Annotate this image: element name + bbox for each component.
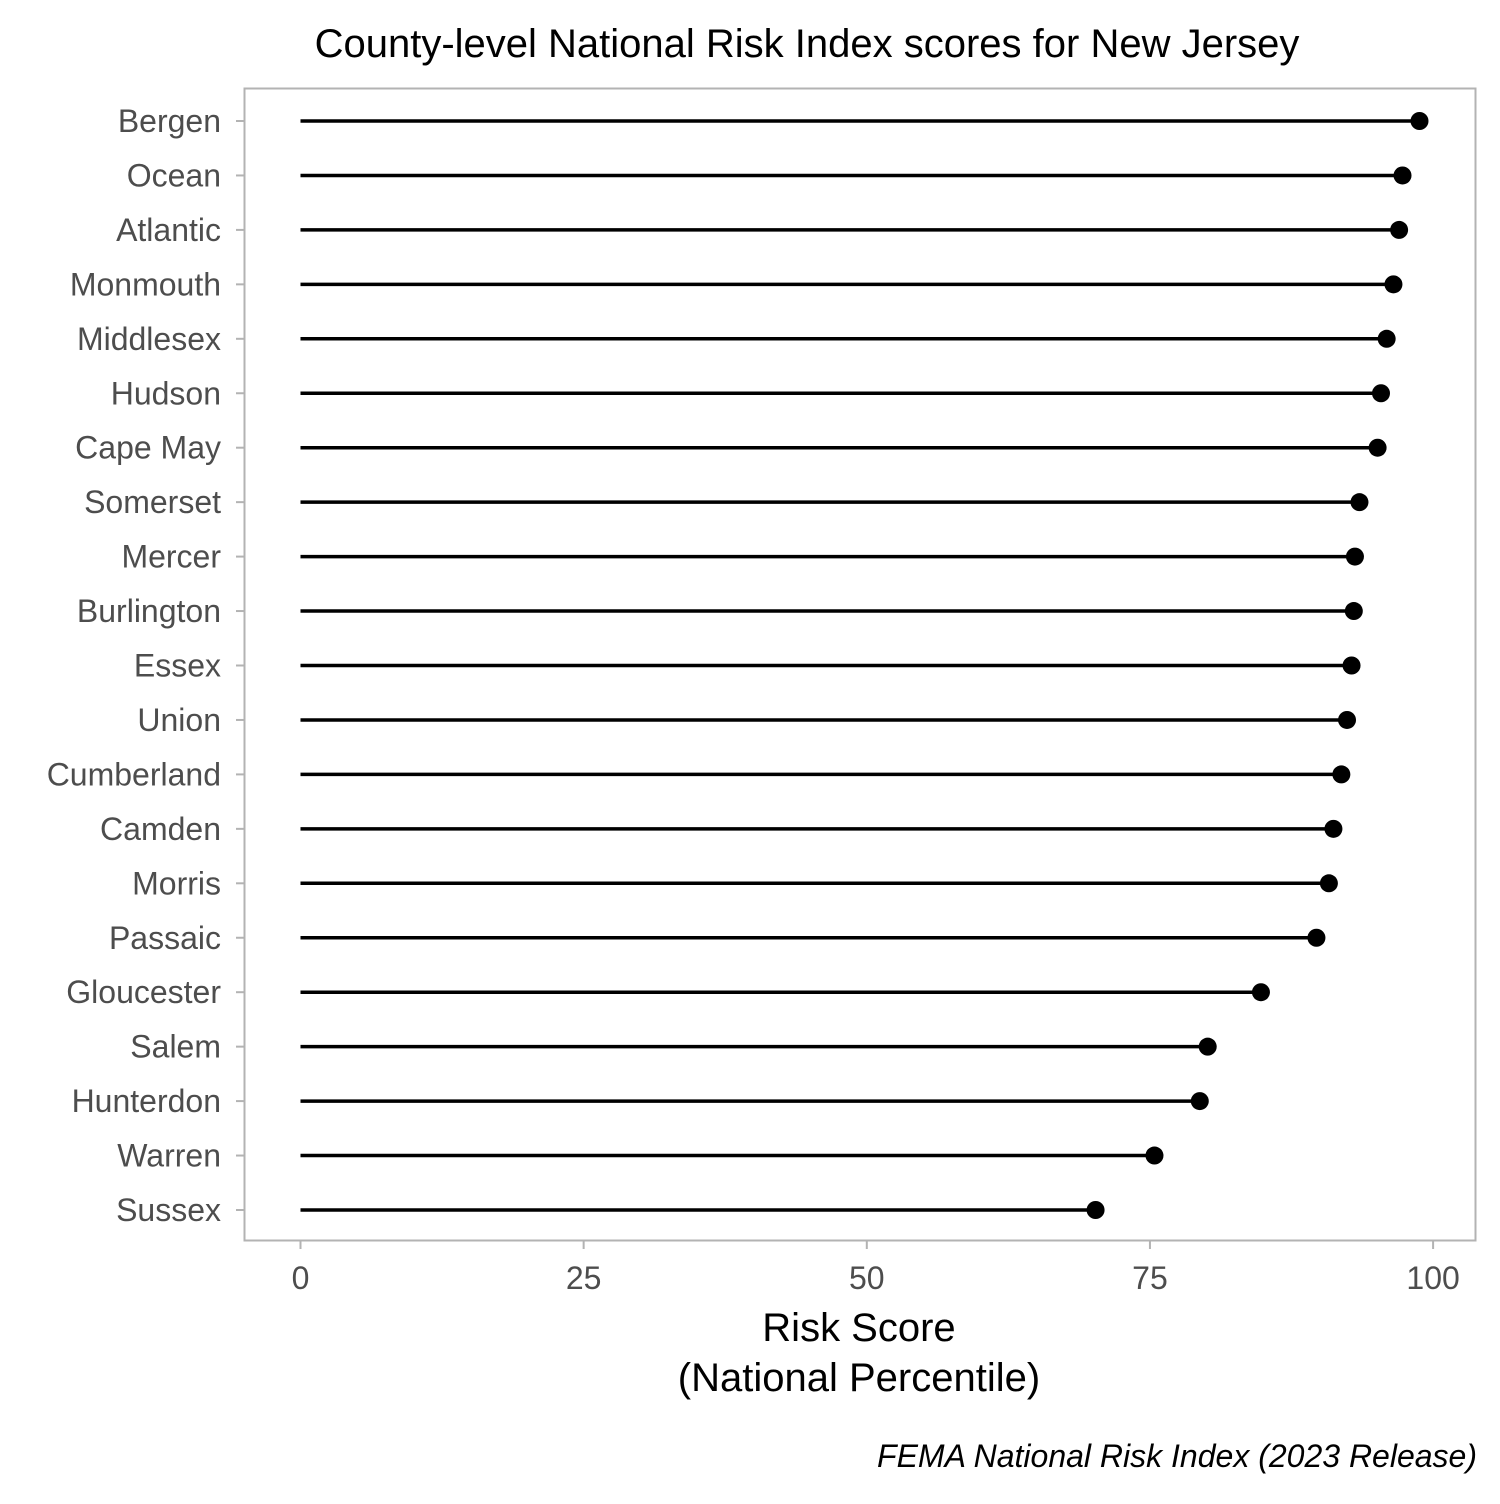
- y-tick-label: Monmouth: [70, 266, 221, 302]
- point-burlington: [1344, 602, 1363, 621]
- y-tick-label: Somerset: [84, 484, 221, 520]
- y-tick-label: Burlington: [77, 593, 221, 629]
- point-morris: [1319, 874, 1338, 893]
- y-tick-label: Salem: [130, 1029, 221, 1065]
- y-tick-label: Cape May: [75, 430, 221, 466]
- y-tick-label: Ocean: [127, 157, 221, 193]
- y-tick-label: Cumberland: [47, 756, 221, 792]
- x-tick-label: 75: [1132, 1260, 1168, 1296]
- point-sussex: [1086, 1201, 1105, 1219]
- y-tick-label: Gloucester: [66, 974, 221, 1010]
- point-ocean: [1393, 166, 1412, 185]
- point-somerset: [1350, 493, 1369, 512]
- y-tick-label: Essex: [134, 648, 221, 684]
- y-tick-label: Atlantic: [116, 212, 221, 248]
- point-atlantic: [1390, 220, 1409, 239]
- point-hudson: [1371, 384, 1390, 403]
- point-monmouth: [1384, 275, 1403, 294]
- x-axis: 0 25 50 75 100: [292, 1241, 1460, 1296]
- point-warren: [1145, 1146, 1164, 1165]
- y-tick-label: Union: [137, 702, 221, 738]
- point-middlesex: [1377, 329, 1396, 348]
- y-tick-label: Camden: [100, 811, 221, 847]
- y-axis: Bergen Ocean Atlantic Monmouth Middlesex Huds…: [47, 103, 244, 1228]
- point-camden: [1324, 819, 1343, 838]
- point-passaic: [1307, 928, 1326, 947]
- chart-marks: [300, 112, 1429, 1219]
- y-tick-label: Morris: [132, 865, 221, 901]
- y-tick-label: Passaic: [109, 920, 221, 956]
- panel-border: [243, 87, 1477, 1242]
- y-tick-label: Warren: [117, 1138, 221, 1174]
- point-gloucester: [1251, 983, 1270, 1002]
- point-hunterdon: [1190, 1092, 1209, 1111]
- point-salem: [1198, 1037, 1217, 1056]
- y-tick-label: Mercer: [121, 539, 221, 575]
- y-tick-label: Hunterdon: [72, 1083, 221, 1119]
- point-cumberland: [1332, 765, 1351, 784]
- y-tick-label: Middlesex: [77, 321, 221, 357]
- x-axis-label-line-1: Risk Score: [762, 1306, 955, 1350]
- point-mercer: [1345, 547, 1364, 566]
- x-tick-label: 25: [566, 1260, 602, 1296]
- y-tick-label: Hudson: [111, 375, 221, 411]
- x-tick-label: 0: [292, 1260, 310, 1296]
- caption: FEMA National Risk Index (2023 Release): [877, 1438, 1477, 1474]
- point-essex: [1342, 656, 1361, 675]
- x-axis-label-line-2: (National Percentile): [678, 1356, 1040, 1400]
- chart-title: County-level National Risk Index scores …: [315, 22, 1300, 66]
- x-tick-label: 100: [1406, 1260, 1459, 1296]
- point-union: [1338, 710, 1357, 729]
- y-tick-label: Sussex: [116, 1192, 221, 1228]
- y-tick-label: Bergen: [118, 103, 221, 139]
- x-tick-label: 50: [849, 1260, 885, 1296]
- point-cape-may: [1368, 438, 1387, 457]
- point-bergen: [1410, 112, 1429, 130]
